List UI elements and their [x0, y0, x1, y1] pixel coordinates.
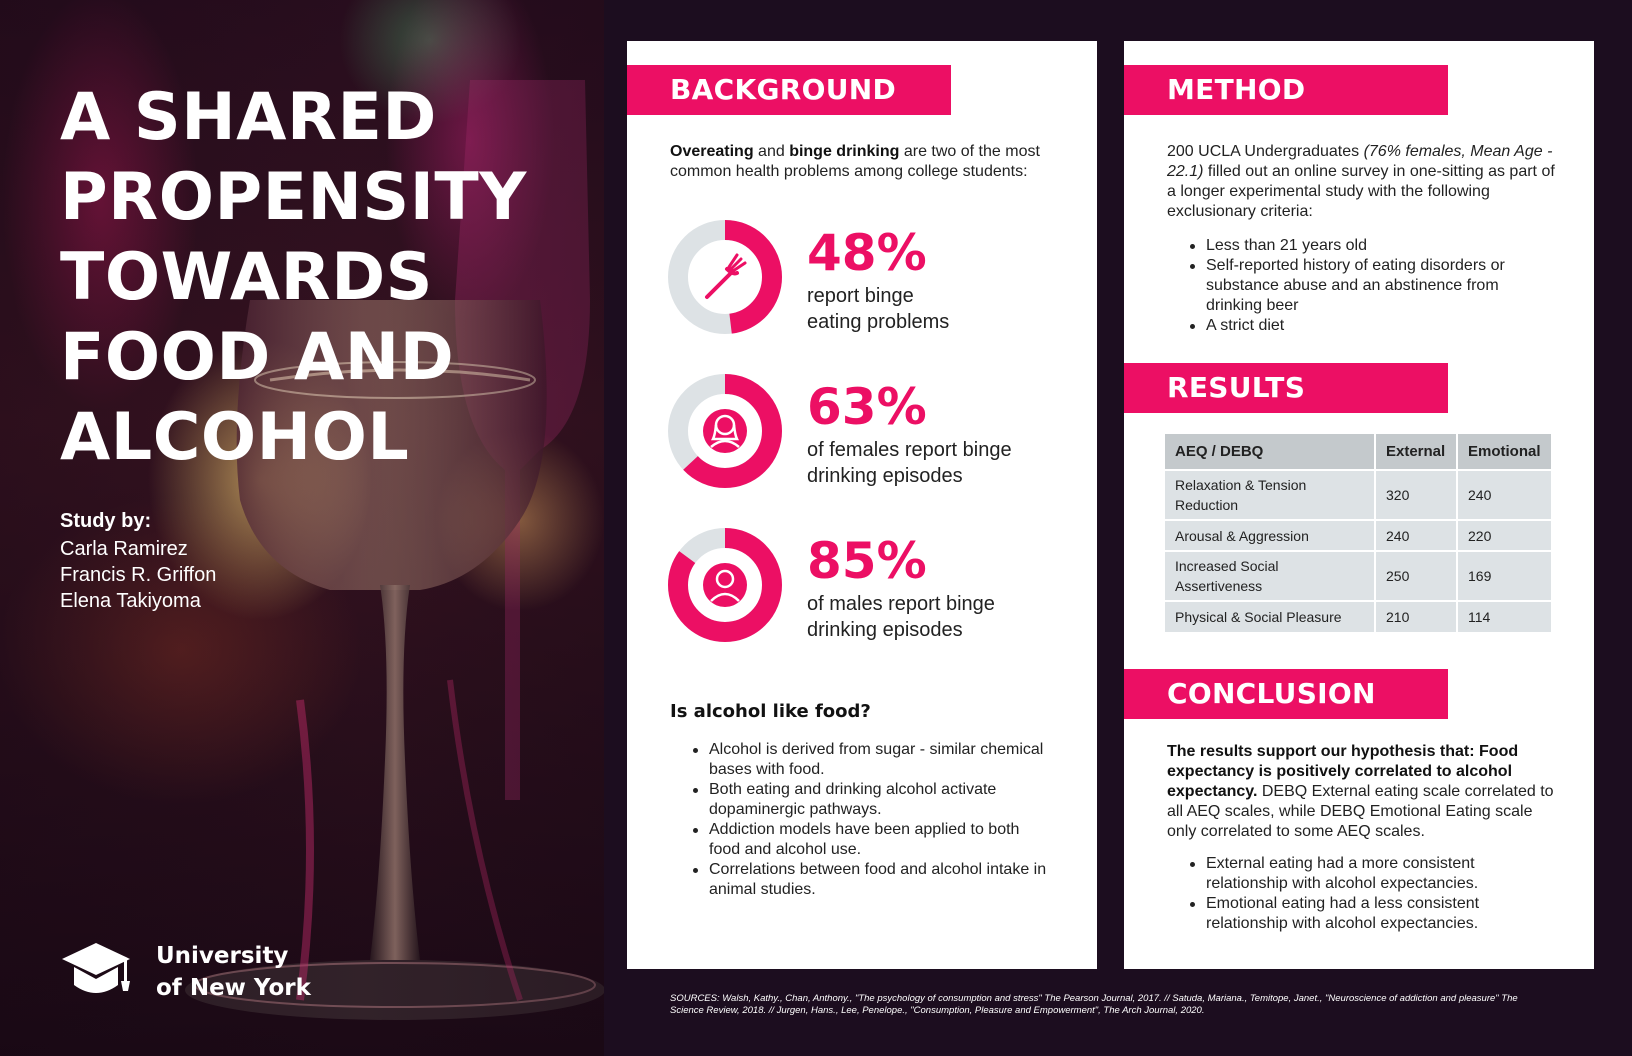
- stat-desc-line: of females report binge: [807, 439, 1012, 461]
- author-list: Carla Ramirez Francis R. Griffon Elena T…: [60, 536, 216, 614]
- stat-desc-line: drinking episodes: [807, 465, 963, 487]
- table-cell: 169: [1457, 550, 1551, 601]
- column-header: Emotional: [1457, 434, 1551, 470]
- table-cell: 210: [1375, 600, 1458, 632]
- donut-chart: [668, 374, 782, 488]
- column-header: AEQ / DEBQ: [1165, 434, 1376, 470]
- results-table: AEQ / DEBQ External Emotional Relaxation…: [1165, 434, 1551, 632]
- table-cell: 240: [1457, 469, 1551, 520]
- donut-chart: [668, 220, 782, 334]
- conclusion-bullets: External eating had a more consistent re…: [1188, 854, 1548, 934]
- column-header: External: [1375, 434, 1458, 470]
- intro-bold-overeating: Overeating: [670, 143, 754, 160]
- stat-description: of males report binge drinking episodes: [807, 591, 1057, 643]
- university-line: University: [156, 943, 289, 969]
- method-intro-end: filled out an online survey in one-sitti…: [1167, 163, 1555, 220]
- table-cell: Relaxation & Tension Reduction: [1165, 469, 1376, 520]
- graduation-cap-icon: [62, 943, 130, 993]
- background-header: BACKGROUND: [627, 65, 951, 115]
- title-line: ALCOHOL: [60, 400, 410, 475]
- table-cell: Increased Social Assertiveness: [1165, 550, 1376, 601]
- table-row: Physical & Social Pleasure 210 114: [1165, 600, 1551, 632]
- sources-citation: SOURCES: Walsh, Kathy., Chan, Anthony., …: [670, 993, 1518, 1016]
- table-row: Arousal & Aggression 240 220: [1165, 519, 1551, 551]
- stat-desc-line: of males report binge: [807, 593, 995, 615]
- hero-shade: [0, 0, 604, 1056]
- stat-percentage: 63%: [807, 378, 927, 436]
- conclusion-rest: DEBQ External eating scale correlated to…: [1167, 783, 1554, 840]
- table-cell: Physical & Social Pleasure: [1165, 600, 1376, 632]
- list-item: Correlations between food and alcohol in…: [691, 860, 1051, 900]
- stat-female-binge-drinking: 63% of females report binge drinking epi…: [667, 373, 1087, 493]
- list-item: A strict diet: [1188, 316, 1548, 336]
- method-intro-start: 200 UCLA Undergraduates: [1167, 143, 1364, 160]
- method-results-card: METHOD 200 UCLA Undergraduates (76% fema…: [1124, 41, 1594, 969]
- university-line: of New York: [156, 975, 311, 1001]
- stat-desc-line: eating problems: [807, 311, 950, 333]
- author-name: Elena Takiyoma: [60, 590, 201, 612]
- table-cell: 240: [1375, 519, 1458, 551]
- fork-icon: [705, 253, 747, 299]
- alcohol-question-heading: Is alcohol like food?: [670, 701, 871, 722]
- list-item: Emotional eating had a less consistent r…: [1188, 894, 1548, 934]
- university-logo: University of New York: [60, 940, 311, 1004]
- intro-rest: are two of the most common health proble…: [670, 143, 1040, 180]
- title-line: FOOD AND: [60, 320, 455, 395]
- table-row: Relaxation & Tension Reduction 320 240: [1165, 469, 1551, 520]
- stat-desc-line: report binge: [807, 285, 914, 307]
- wine-glass-illustration: [185, 80, 604, 1020]
- stat-percentage: 48%: [807, 224, 927, 282]
- female-user-icon: [703, 409, 747, 453]
- list-item: Less than 21 years old: [1188, 236, 1548, 256]
- table-cell: 114: [1457, 600, 1551, 632]
- method-intro: 200 UCLA Undergraduates (76% females, Me…: [1167, 142, 1557, 222]
- male-user-icon: [703, 563, 747, 607]
- list-item: Alcohol is derived from sugar - similar …: [691, 740, 1051, 780]
- stat-percentage: 85%: [807, 532, 927, 590]
- list-item: Self-reported history of eating disorder…: [1188, 256, 1548, 316]
- conclusion-text: The results support our hypothesis that:…: [1167, 742, 1557, 842]
- table-cell: 220: [1457, 519, 1551, 551]
- alcohol-food-bullets: Alcohol is derived from sugar - similar …: [691, 740, 1051, 900]
- study-by-label: Study by:: [60, 510, 152, 532]
- author-name: Francis R. Griffon: [60, 564, 217, 586]
- table-row: Increased Social Assertiveness 250 169: [1165, 550, 1551, 601]
- list-item: External eating had a more consistent re…: [1188, 854, 1548, 894]
- author-name: Carla Ramirez: [60, 538, 188, 560]
- conclusion-hypothesis: The results support our hypothesis that:…: [1167, 743, 1519, 800]
- stat-binge-eating: 48% report binge eating problems: [667, 219, 1087, 339]
- table-cell: 320: [1375, 469, 1458, 520]
- intro-connector: and: [753, 143, 790, 160]
- method-header: METHOD: [1124, 65, 1448, 115]
- intro-bold-binge-drinking: binge drinking: [789, 143, 900, 160]
- title-line: A SHARED: [60, 80, 437, 155]
- list-item: Addiction models have been applied to bo…: [691, 820, 1051, 860]
- stat-description: report binge eating problems: [807, 283, 1057, 335]
- list-item: Both eating and drinking alcohol activat…: [691, 780, 1051, 820]
- table-header-row: AEQ / DEBQ External Emotional: [1165, 434, 1551, 470]
- hero-panel: A SHARED PROPENSITY TOWARDS FOOD AND ALC…: [0, 0, 604, 1056]
- results-header: RESULTS: [1124, 363, 1448, 413]
- donut-chart: [668, 528, 782, 642]
- method-intro-italic: (76% females, Mean Age - 22.1): [1167, 143, 1553, 180]
- poster-title: A SHARED PROPENSITY TOWARDS FOOD AND ALC…: [60, 78, 560, 478]
- stat-description: of females report binge drinking episode…: [807, 437, 1057, 489]
- table-cell: Arousal & Aggression: [1165, 519, 1376, 551]
- title-line: PROPENSITY: [60, 160, 527, 235]
- university-name: University of New York: [156, 940, 311, 1004]
- conclusion-header: CONCLUSION: [1124, 669, 1448, 719]
- background-card: BACKGROUND Overeating and binge drinking…: [627, 41, 1097, 969]
- title-line: TOWARDS: [60, 240, 433, 315]
- stat-male-binge-drinking: 85% of males report binge drinking episo…: [667, 527, 1087, 647]
- table-cell: 250: [1375, 550, 1458, 601]
- stat-desc-line: drinking episodes: [807, 619, 963, 641]
- exclusion-criteria-list: Less than 21 years old Self-reported his…: [1188, 236, 1548, 336]
- background-intro: Overeating and binge drinking are two of…: [670, 142, 1070, 182]
